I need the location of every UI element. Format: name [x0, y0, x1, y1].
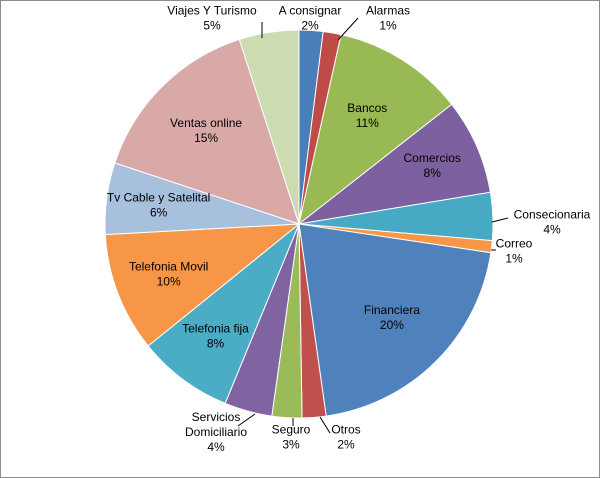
slice-label-alarmas: Alarmas 1% — [366, 4, 410, 33]
slice-value-correo: 1% — [505, 252, 523, 266]
slice-value-consecionaria: 4% — [543, 223, 561, 237]
slice-value-servicios-domiciliario: 4% — [207, 440, 225, 454]
slice-label-tv-cable-y-satelital: Tv Cable y Satelital 6% — [107, 191, 210, 220]
slice-label-telefonia-movil: Telefonia Movil 10% — [129, 260, 208, 289]
slice-label-ventas-online: Ventas online 15% — [170, 116, 242, 145]
leader-line-servicios-domiciliario — [237, 413, 256, 427]
leader-line-consecionaria — [491, 217, 509, 223]
pie-slice-financiera — [298, 223, 492, 417]
slice-label-seguro: Seguro 3% — [272, 423, 311, 452]
slice-label-bancos: Bancos 11% — [347, 101, 387, 130]
slice-label-consecionaria: Consecionaria 4% — [514, 208, 591, 237]
slice-label-correo: Correo 1% — [496, 237, 533, 266]
slice-value-ventas-online: 15% — [194, 131, 218, 145]
pie-slice-telefonia-movil — [104, 223, 301, 347]
leader-line-otros — [319, 416, 331, 434]
pie-slice-ventas-online — [114, 38, 300, 225]
slice-value-alarmas: 1% — [379, 19, 397, 33]
slice-label-telefonia-fija: Telefonia fija 8% — [182, 321, 249, 350]
slice-label-otros: Otros 2% — [331, 423, 360, 452]
slice-value-a-consignar: 2% — [301, 19, 319, 33]
slice-value-seguro: 3% — [282, 438, 300, 452]
slice-label-financiera: Financiera 20% — [364, 303, 420, 332]
pie-slice-bancos — [298, 34, 453, 226]
leader-line-alarmas — [337, 17, 359, 41]
slice-value-telefonia-movil: 10% — [157, 275, 181, 289]
slice-label-a-consignar: A consignar 2% — [279, 4, 342, 33]
slice-label-comercios: Comercios 8% — [404, 151, 461, 180]
pie-slice-telefonia-fija — [147, 223, 300, 405]
slice-value-telefonia-fija: 8% — [207, 336, 225, 350]
slice-value-viajes-y-turismo: 5% — [203, 19, 221, 33]
slice-value-financiera: 20% — [380, 318, 404, 332]
slice-label-viajes-y-turismo: Viajes Y Turismo 5% — [167, 4, 257, 33]
pie-slice-comercios — [298, 103, 491, 225]
slice-value-bancos: 11% — [356, 116, 379, 130]
pie-slice-viajes-y-turismo — [238, 29, 300, 225]
slice-value-comercios: 8% — [424, 166, 442, 180]
slice-value-otros: 2% — [337, 438, 355, 452]
slice-value-tv-cable-y-satelital: 6% — [150, 206, 168, 220]
slice-label-servicios-domiciliario: Servicios Domiciliario 4% — [185, 410, 247, 454]
